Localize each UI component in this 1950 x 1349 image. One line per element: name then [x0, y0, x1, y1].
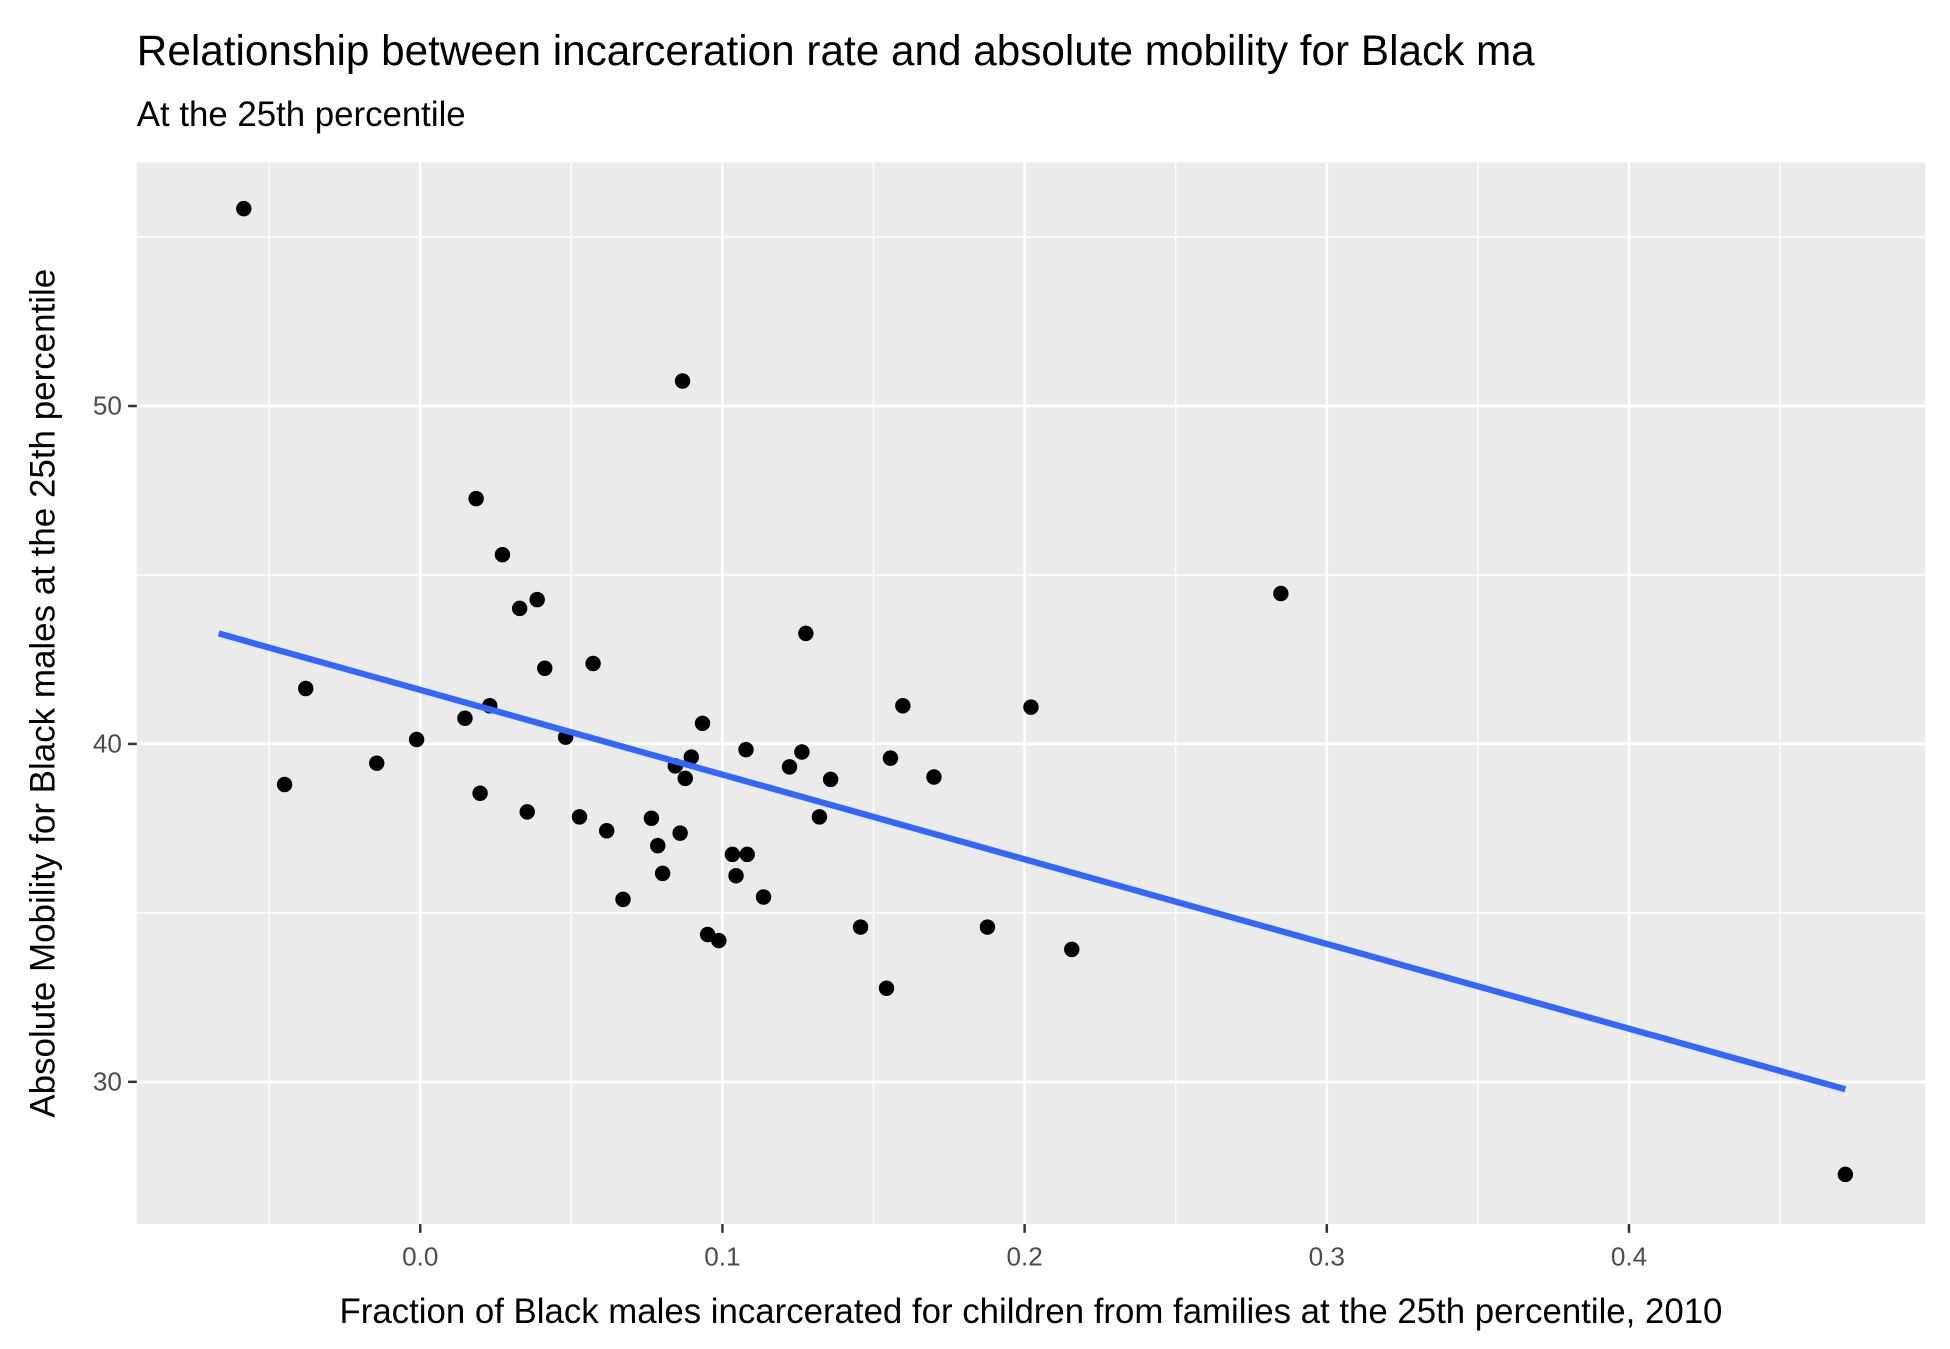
point — [585, 655, 601, 672]
point — [798, 625, 814, 642]
point — [457, 710, 473, 726]
point — [674, 373, 691, 389]
x-tick-label: 0.2 — [1006, 1241, 1042, 1271]
point — [728, 867, 744, 884]
chart-subtitle: At the 25th percentile — [137, 95, 466, 134]
point — [1837, 1166, 1854, 1183]
y-tick-label: 40 — [93, 729, 122, 759]
x-tick-label: 0.4 — [1611, 1241, 1647, 1271]
point — [711, 932, 727, 949]
point — [298, 680, 314, 697]
point — [408, 731, 425, 748]
fit-line — [217, 630, 1847, 1093]
point — [781, 759, 798, 775]
point — [724, 846, 741, 863]
point — [739, 846, 755, 863]
point — [276, 776, 293, 793]
point — [468, 490, 484, 507]
point — [677, 770, 693, 787]
point — [519, 804, 535, 820]
point — [672, 825, 688, 841]
point — [738, 741, 754, 758]
point — [895, 697, 911, 714]
point — [755, 889, 772, 905]
point — [494, 546, 511, 563]
point — [369, 755, 385, 771]
x-axis-title: Fraction of Black males incarcerated for… — [339, 1292, 1722, 1331]
point — [878, 980, 895, 996]
point — [529, 591, 545, 608]
chart-title: Relationship between incarceration rate … — [137, 27, 1535, 74]
point — [926, 769, 942, 785]
point — [236, 200, 252, 217]
point — [598, 823, 615, 839]
grid — [136, 162, 1926, 1225]
point — [472, 785, 488, 802]
point — [511, 600, 528, 617]
x-tick-label: 0.0 — [402, 1241, 438, 1271]
y-tick-label: 50 — [93, 391, 122, 421]
point — [694, 715, 711, 732]
point — [811, 809, 828, 825]
point — [882, 750, 899, 766]
x-tick-label: 0.1 — [704, 1241, 740, 1271]
y-axis-title: Absolute Mobility for Black males at the… — [24, 269, 63, 1118]
point — [650, 837, 666, 854]
point — [615, 891, 631, 908]
point — [979, 919, 996, 935]
plot-panel — [136, 162, 1926, 1225]
point — [654, 865, 671, 882]
point — [571, 809, 588, 825]
x-tick-label: 0.3 — [1309, 1241, 1345, 1271]
point — [852, 919, 869, 935]
point — [1023, 699, 1039, 715]
point — [1273, 585, 1289, 602]
marks — [217, 200, 1854, 1183]
point — [822, 771, 839, 788]
y-tick-label: 30 — [93, 1067, 122, 1097]
point — [537, 660, 553, 676]
point — [643, 810, 660, 827]
point — [794, 744, 810, 760]
point — [1064, 941, 1080, 958]
point — [683, 749, 700, 765]
